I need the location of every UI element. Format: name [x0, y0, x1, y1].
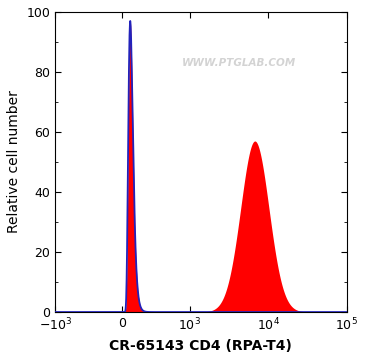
Y-axis label: Relative cell number: Relative cell number [7, 91, 21, 233]
Text: WWW.PTGLAB.COM: WWW.PTGLAB.COM [182, 58, 296, 68]
X-axis label: CR-65143 CD4 (RPA-T4): CR-65143 CD4 (RPA-T4) [110, 339, 292, 353]
